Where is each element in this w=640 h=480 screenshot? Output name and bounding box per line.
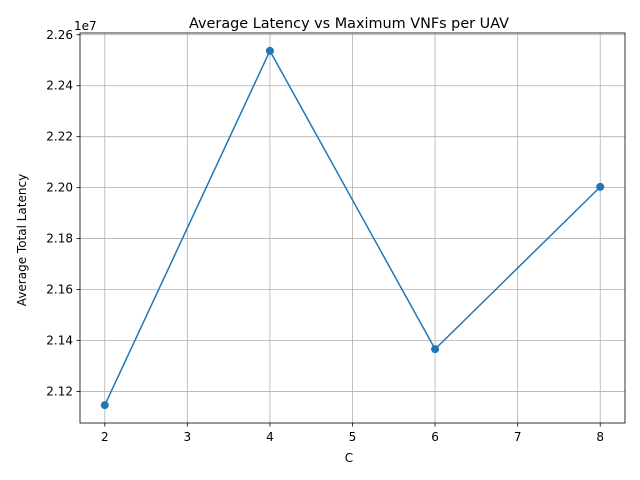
x-tick-label: 5 (349, 430, 357, 444)
ticks: 2 3 4 5 6 7 8 2.12 2.14 2.16 2.18 2.20 2.22 2.24 2.26 (46, 28, 604, 444)
series-layer (100, 46, 605, 410)
y-offset-label: 1e7 (74, 19, 97, 33)
data-point (265, 46, 274, 55)
x-tick-label: 4 (266, 430, 274, 444)
y-tick-label: 2.26 (46, 28, 73, 42)
grid (80, 33, 625, 423)
x-tick-label: 7 (514, 430, 522, 444)
y-tick-label: 2.12 (46, 384, 73, 398)
y-tick-label: 2.14 (46, 333, 73, 347)
y-tick-label: 2.20 (46, 181, 73, 195)
x-tick-label: 6 (431, 430, 439, 444)
series-line (104, 50, 601, 406)
y-tick-label: 2.18 (46, 232, 73, 246)
x-axis-label: C (345, 451, 353, 465)
x-tick-label: 2 (101, 430, 109, 444)
data-point (431, 345, 440, 354)
y-tick-label: 2.24 (46, 79, 73, 93)
y-tick-label: 2.22 (46, 130, 73, 144)
x-tick-label: 8 (596, 430, 604, 444)
chart-title: Average Latency vs Maximum VNFs per UAV (189, 16, 509, 32)
data-point (100, 401, 109, 410)
x-tick-label: 3 (184, 430, 192, 444)
data-point (596, 182, 605, 191)
y-tick-label: 2.16 (46, 283, 73, 297)
y-axis-label: Average Total Latency (15, 174, 29, 306)
